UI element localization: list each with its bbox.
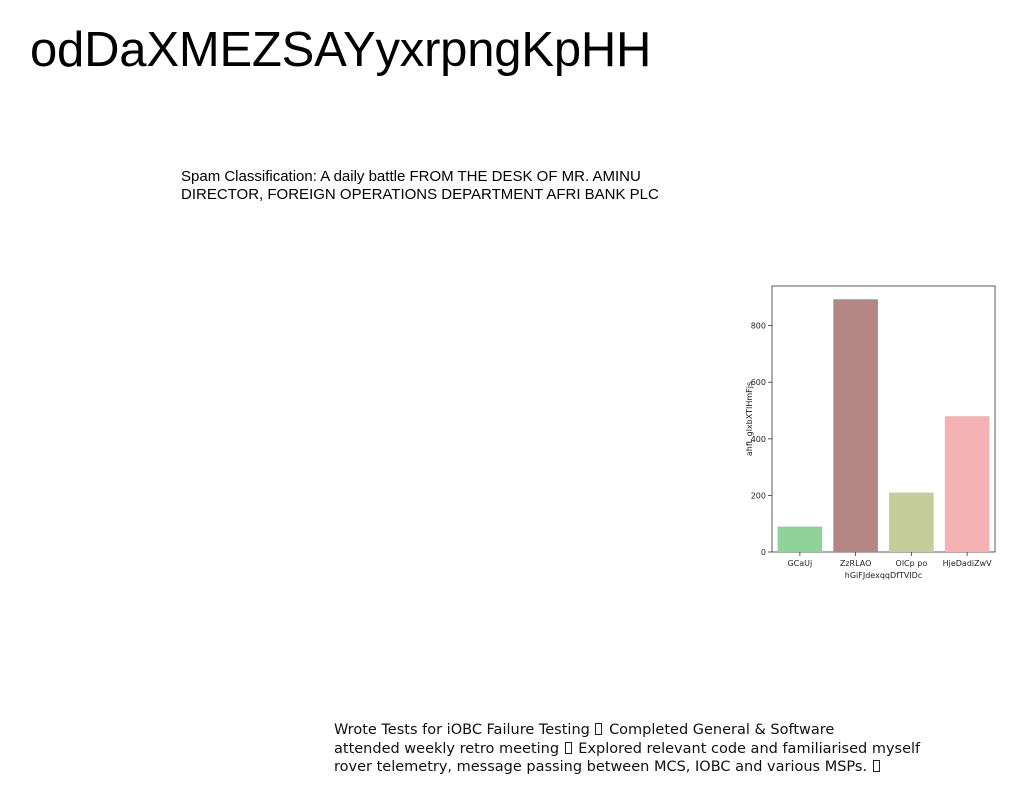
- notes-segment: rover telemetry, message passing between…: [334, 759, 868, 775]
- intro-line: Spam Classification: A daily battle FROM…: [181, 168, 641, 185]
- intro-line: DIRECTOR, FOREIGN OPERATIONS DEPARTMENT …: [181, 186, 659, 203]
- notes-segment: attended weekly retro meeting: [334, 740, 560, 757]
- notes-line: rover telemetry, message passing between…: [334, 758, 974, 777]
- intro-text: Spam Classification: A daily battle FROM…: [181, 168, 741, 204]
- y-tick-label: 800: [751, 322, 766, 331]
- plot-frame: [771, 285, 996, 553]
- y-tick-label: 0: [761, 548, 766, 557]
- y-axis-label: ahfL glxbXTIHmFjs: [745, 382, 754, 456]
- x-tick-label: GCaUj: [787, 559, 812, 568]
- missing-glyph-icon: [595, 723, 603, 735]
- x-tick-label: HjeDadiZwV: [943, 559, 993, 568]
- notes-line: attended weekly retro meeting Explored r…: [334, 740, 974, 759]
- page-title: odDaXMEZSAYyxrpngKpHH: [30, 23, 652, 77]
- x-tick-label: OlCp po: [896, 559, 928, 568]
- bar: [944, 416, 990, 552]
- bar-chart: 0 200 400 600 800 GCaUj ZzRLAO OlCp po HjeDadiZw…: [742, 280, 1002, 590]
- missing-glyph-icon: [872, 760, 880, 772]
- notes-text: Wrote Tests for iOBC Failure Testing Com…: [334, 721, 974, 777]
- bar: [889, 492, 934, 552]
- bar-chart-svg: 0 200 400 600 800 GCaUj ZzRLAO OlCp po HjeDadiZw…: [745, 285, 996, 580]
- y-tick-label: 200: [751, 491, 766, 500]
- y-tick-label: 400: [751, 435, 766, 444]
- bar: [833, 299, 878, 552]
- notes-line: Wrote Tests for iOBC Failure Testing Com…: [334, 721, 974, 740]
- y-tick-label: 600: [751, 378, 766, 387]
- notes-segment: Completed General & Software: [609, 722, 835, 738]
- bar: [777, 526, 823, 552]
- missing-glyph-icon: [564, 741, 572, 754]
- x-tick-label: ZzRLAO: [840, 559, 872, 568]
- notes-segment: Wrote Tests for iOBC Failure Testing: [334, 722, 590, 738]
- notes-segment: Explored relevant code and familiarised …: [578, 740, 921, 757]
- x-axis-label: hGiFJdexqqDfTVIDc: [845, 571, 922, 580]
